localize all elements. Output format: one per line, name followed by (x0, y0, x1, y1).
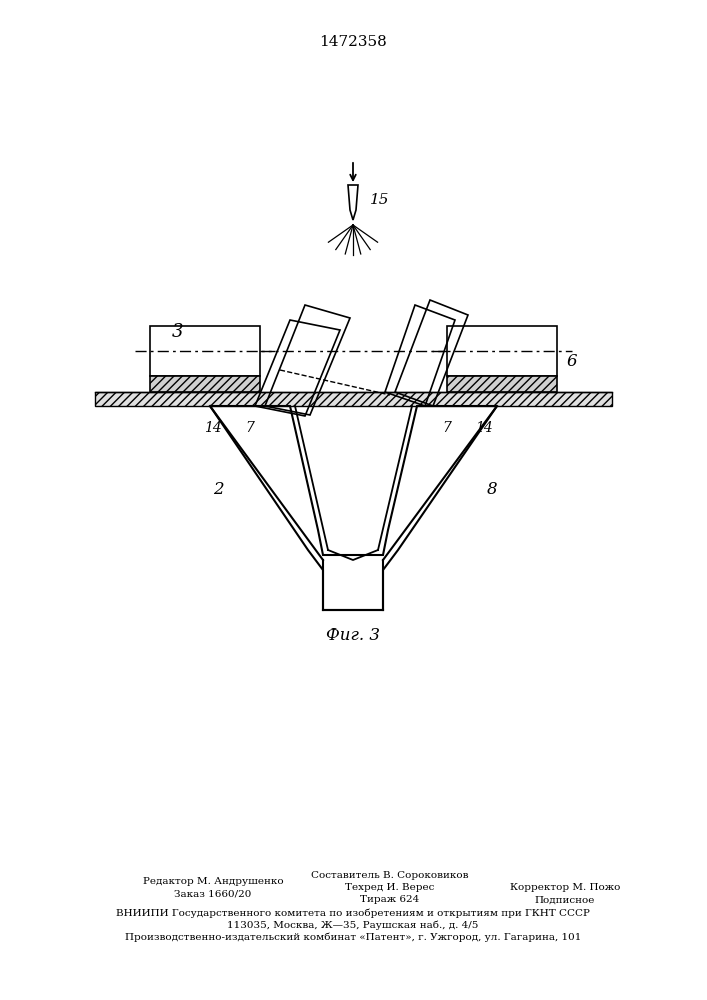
Text: Фиг. 3: Фиг. 3 (326, 626, 380, 644)
Text: 113035, Москва, Ж—35, Раушская наб., д. 4/5: 113035, Москва, Ж—35, Раушская наб., д. … (228, 920, 479, 930)
Text: 1472358: 1472358 (319, 35, 387, 49)
Text: Тираж 624: Тираж 624 (361, 896, 420, 904)
Bar (447, 326, 557, 376)
Text: ВНИИПИ Государственного комитета по изобретениям и открытиям при ГКНТ СССР: ВНИИПИ Государственного комитета по изоб… (116, 908, 590, 918)
Text: 8: 8 (486, 482, 497, 498)
Text: 7: 7 (443, 421, 452, 435)
Text: 14: 14 (475, 421, 493, 435)
Text: 2: 2 (213, 482, 223, 498)
Text: Производственно-издательский комбинат «Патент», г. Ужгород, ул. Гагарина, 101: Производственно-издательский комбинат «П… (125, 932, 581, 942)
Text: Редактор М. Андрушенко: Редактор М. Андрушенко (143, 878, 284, 886)
Bar (150, 326, 260, 376)
Text: 14: 14 (204, 421, 222, 435)
Text: Техред И. Верес: Техред И. Верес (345, 884, 435, 892)
Text: 3: 3 (173, 323, 184, 341)
Text: 6: 6 (567, 354, 578, 370)
Bar (447, 376, 557, 392)
Bar (95, 392, 612, 406)
Text: Заказ 1660/20: Заказ 1660/20 (175, 890, 252, 898)
Text: 15: 15 (370, 193, 390, 207)
Text: Составитель В. Сороковиков: Составитель В. Сороковиков (311, 871, 469, 880)
Bar (150, 376, 260, 392)
Text: 7: 7 (245, 421, 255, 435)
Text: Корректор М. Пожо: Корректор М. Пожо (510, 884, 620, 892)
Text: Подписное: Подписное (534, 896, 595, 904)
